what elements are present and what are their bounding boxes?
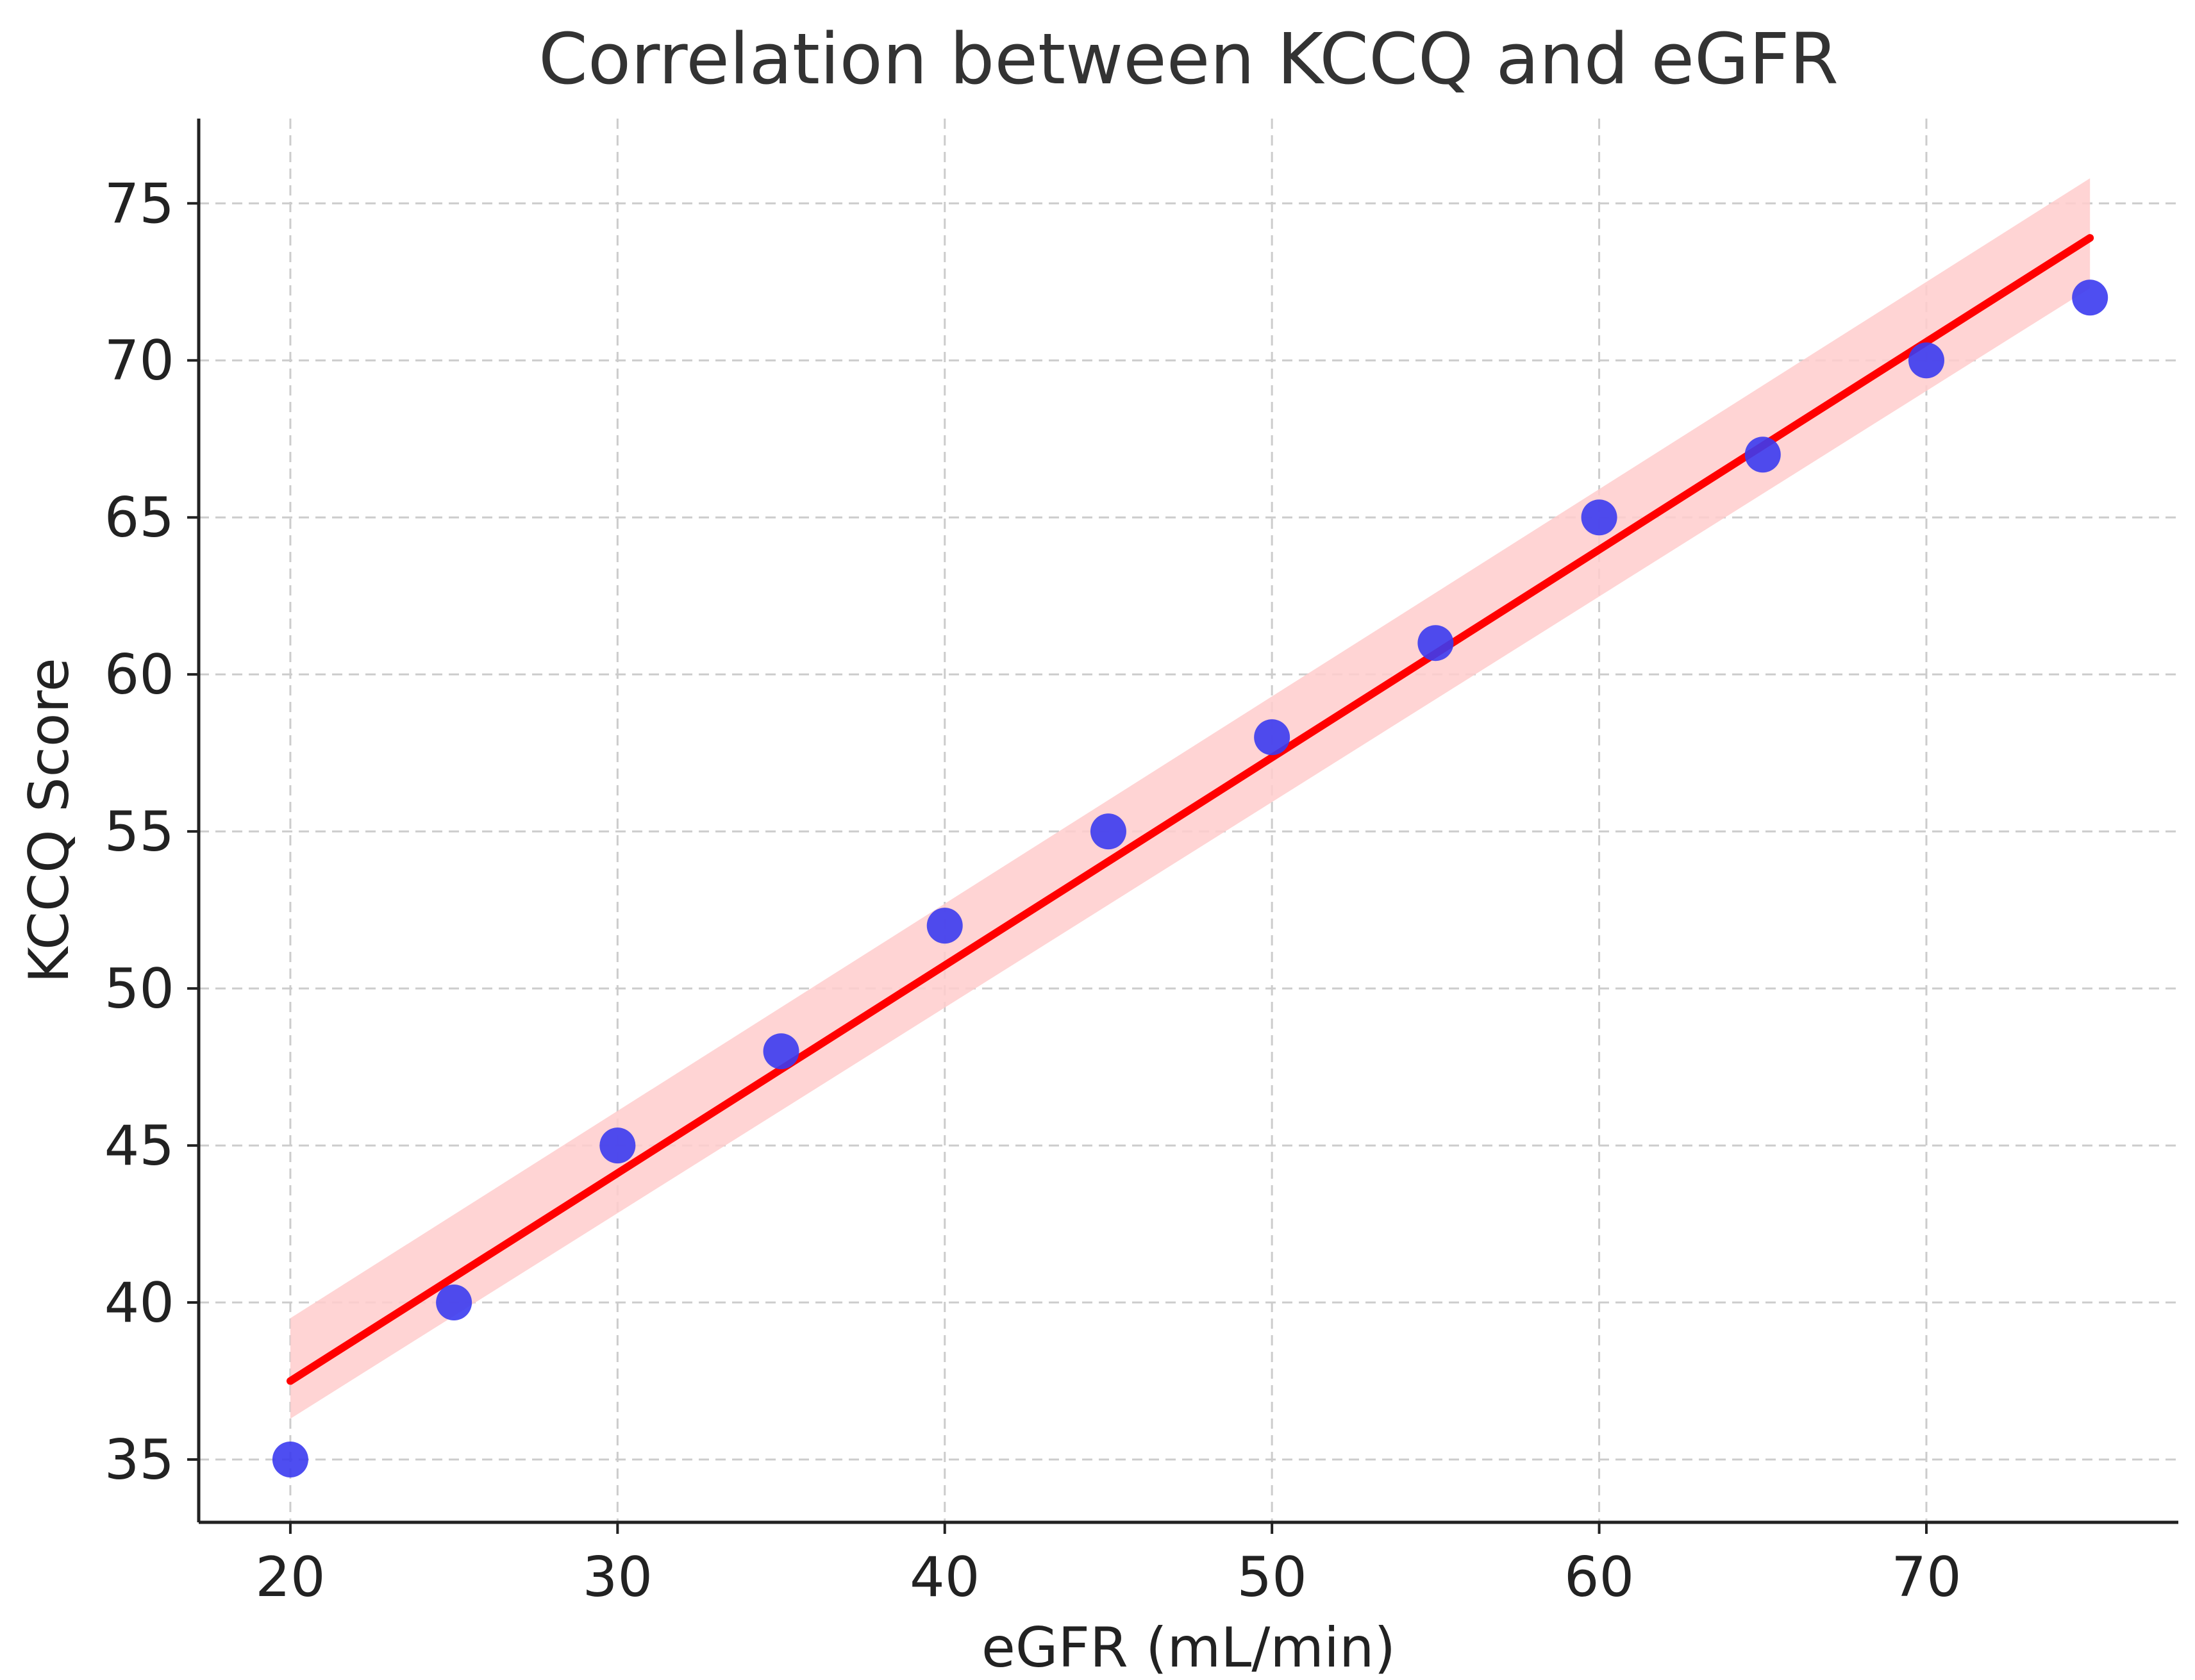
y-tick-label: 60 [104, 643, 174, 707]
x-axis-label: eGFR (mL/min) [981, 1616, 1396, 1680]
y-tick-label: 65 [104, 486, 174, 550]
scatter-point [599, 1127, 636, 1164]
scatter-point [1744, 437, 1781, 473]
scatter-point [1417, 625, 1454, 661]
scatter-point [1090, 813, 1126, 850]
scatter-point [2072, 279, 2108, 316]
confidence-band [290, 178, 2091, 1419]
x-tick-label: 70 [1891, 1545, 1961, 1609]
y-tick-label: 40 [104, 1271, 174, 1335]
y-tick-label: 45 [104, 1114, 174, 1178]
x-axis-ticks: 20 30 40 50 60 70 [255, 1522, 1962, 1609]
x-tick-label: 30 [583, 1545, 653, 1609]
x-tick-label: 40 [910, 1545, 980, 1609]
y-tick-label: 35 [104, 1428, 174, 1492]
scatter-point [1254, 719, 1290, 756]
x-tick-label: 60 [1564, 1545, 1634, 1609]
y-tick-label: 55 [104, 800, 174, 864]
y-tick-label: 75 [104, 172, 174, 236]
y-tick-label: 70 [104, 329, 174, 393]
regression-line [286, 234, 2094, 1385]
scatter-point [763, 1033, 799, 1070]
y-axis-ticks: 35 40 45 50 55 60 65 70 75 [104, 172, 199, 1492]
y-tick-label: 50 [104, 957, 174, 1021]
x-tick-label: 20 [255, 1545, 325, 1609]
y-axis-label: KCCQ Score [17, 658, 81, 983]
scatter-point [272, 1442, 308, 1478]
scatter-point [926, 908, 963, 944]
chart-title: Correlation between KCCQ and eGFR [538, 18, 1839, 100]
x-tick-label: 50 [1237, 1545, 1306, 1609]
scatter-points [272, 279, 2108, 1478]
scatter-point [1581, 499, 1617, 536]
scatter-point [1908, 342, 1944, 379]
scatter-point [436, 1285, 472, 1321]
